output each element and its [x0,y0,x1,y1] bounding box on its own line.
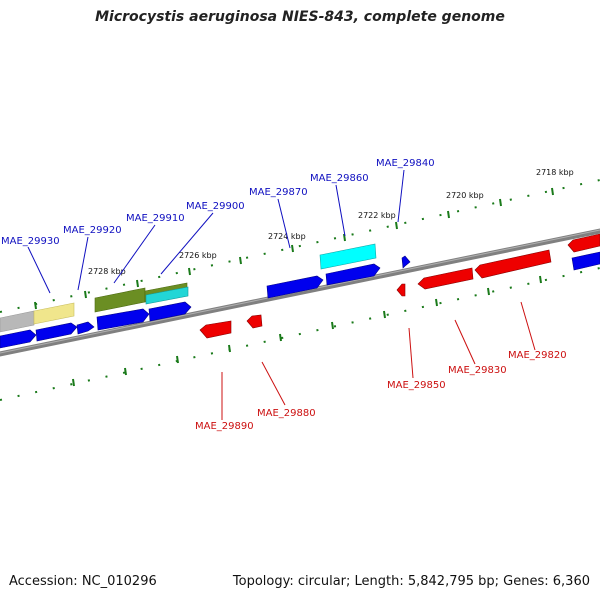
gene-label-mae-29850[interactable]: MAE_29850 [387,380,446,391]
lower-tick-track [0,267,600,401]
gene-label-mae-29860[interactable]: MAE_29860 [310,173,369,184]
reverse-gene-arrow[interactable] [396,283,406,297]
reverse-gene-arrow[interactable] [246,314,263,329]
gene-label-mae-29820[interactable]: MAE_29820 [508,350,567,361]
gene-label-mae-29900[interactable]: MAE_29900 [186,201,245,212]
gene-block-cyan-small[interactable] [145,286,189,305]
accession-label: Accession: NC_010296 [9,574,157,589]
upper-major-ticks [34,187,554,310]
forward-gene-arrow[interactable] [325,263,381,286]
forward-gene-arrow[interactable] [571,251,600,271]
forward-pointer-lines [27,169,405,294]
gene-block-yellow[interactable] [33,302,75,325]
forward-gene-arrow[interactable] [148,301,192,322]
tick-label-2720: 2720 kbp [446,191,484,200]
gene-block-grey[interactable] [0,310,35,333]
topology-info: Topology: circular; Length: 5,842,795 bp… [232,574,590,589]
genome-backbone [0,228,600,357]
gene-label-mae-29920[interactable]: MAE_29920 [63,225,122,236]
reverse-gene-arrow[interactable] [474,249,552,279]
gene-label-mae-29930[interactable]: MAE_29930 [1,236,60,247]
gene-label-mae-29880[interactable]: MAE_29880 [257,408,316,419]
gene-block-cyan[interactable] [319,243,377,270]
reverse-gene-arrow[interactable] [417,267,474,290]
reverse-gene-arrow[interactable] [199,320,232,339]
gene-label-mae-29890[interactable]: MAE_29890 [195,421,254,432]
upper-tick-track [0,179,600,313]
gene-label-mae-29870[interactable]: MAE_29870 [249,187,308,198]
reverse-pointer-lines [221,301,536,420]
forward-gene-arrow[interactable] [0,329,37,349]
gene-label-mae-29910[interactable]: MAE_29910 [126,213,185,224]
tick-label-2722: 2722 kbp [358,211,396,220]
gene-label-mae-29830[interactable]: MAE_29830 [448,365,507,376]
reverse-strand-genes [199,233,600,339]
gene-block-olive-1[interactable] [94,287,146,313]
forward-gene-arrow[interactable] [96,308,150,331]
gene-label-mae-29840[interactable]: MAE_29840 [376,158,435,169]
forward-gene-arrow[interactable] [35,322,78,342]
forward-gene-arrow[interactable] [401,255,411,269]
forward-strand-genes [0,251,600,349]
forward-gene-arrow[interactable] [266,275,324,299]
tick-label-2728: 2728 kbp [88,267,126,276]
forward-gene-arrow[interactable] [76,321,95,335]
tick-label-2726: 2726 kbp [179,251,217,260]
genome-title: Microcystis aeruginosa NIES-843, complet… [95,9,505,25]
reverse-gene-arrow[interactable] [567,233,600,253]
tick-label-2718: 2718 kbp [536,168,574,177]
lower-major-ticks [72,275,542,387]
